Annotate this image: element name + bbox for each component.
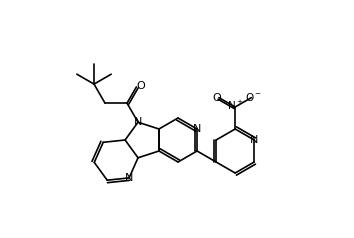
Text: N: N xyxy=(125,173,133,183)
Text: N$^+$: N$^+$ xyxy=(227,99,244,112)
Text: N: N xyxy=(134,117,142,127)
Text: N: N xyxy=(193,124,201,134)
Text: O: O xyxy=(213,93,221,103)
Text: N: N xyxy=(250,135,258,145)
Text: O$^-$: O$^-$ xyxy=(245,91,262,103)
Text: O: O xyxy=(136,81,145,91)
